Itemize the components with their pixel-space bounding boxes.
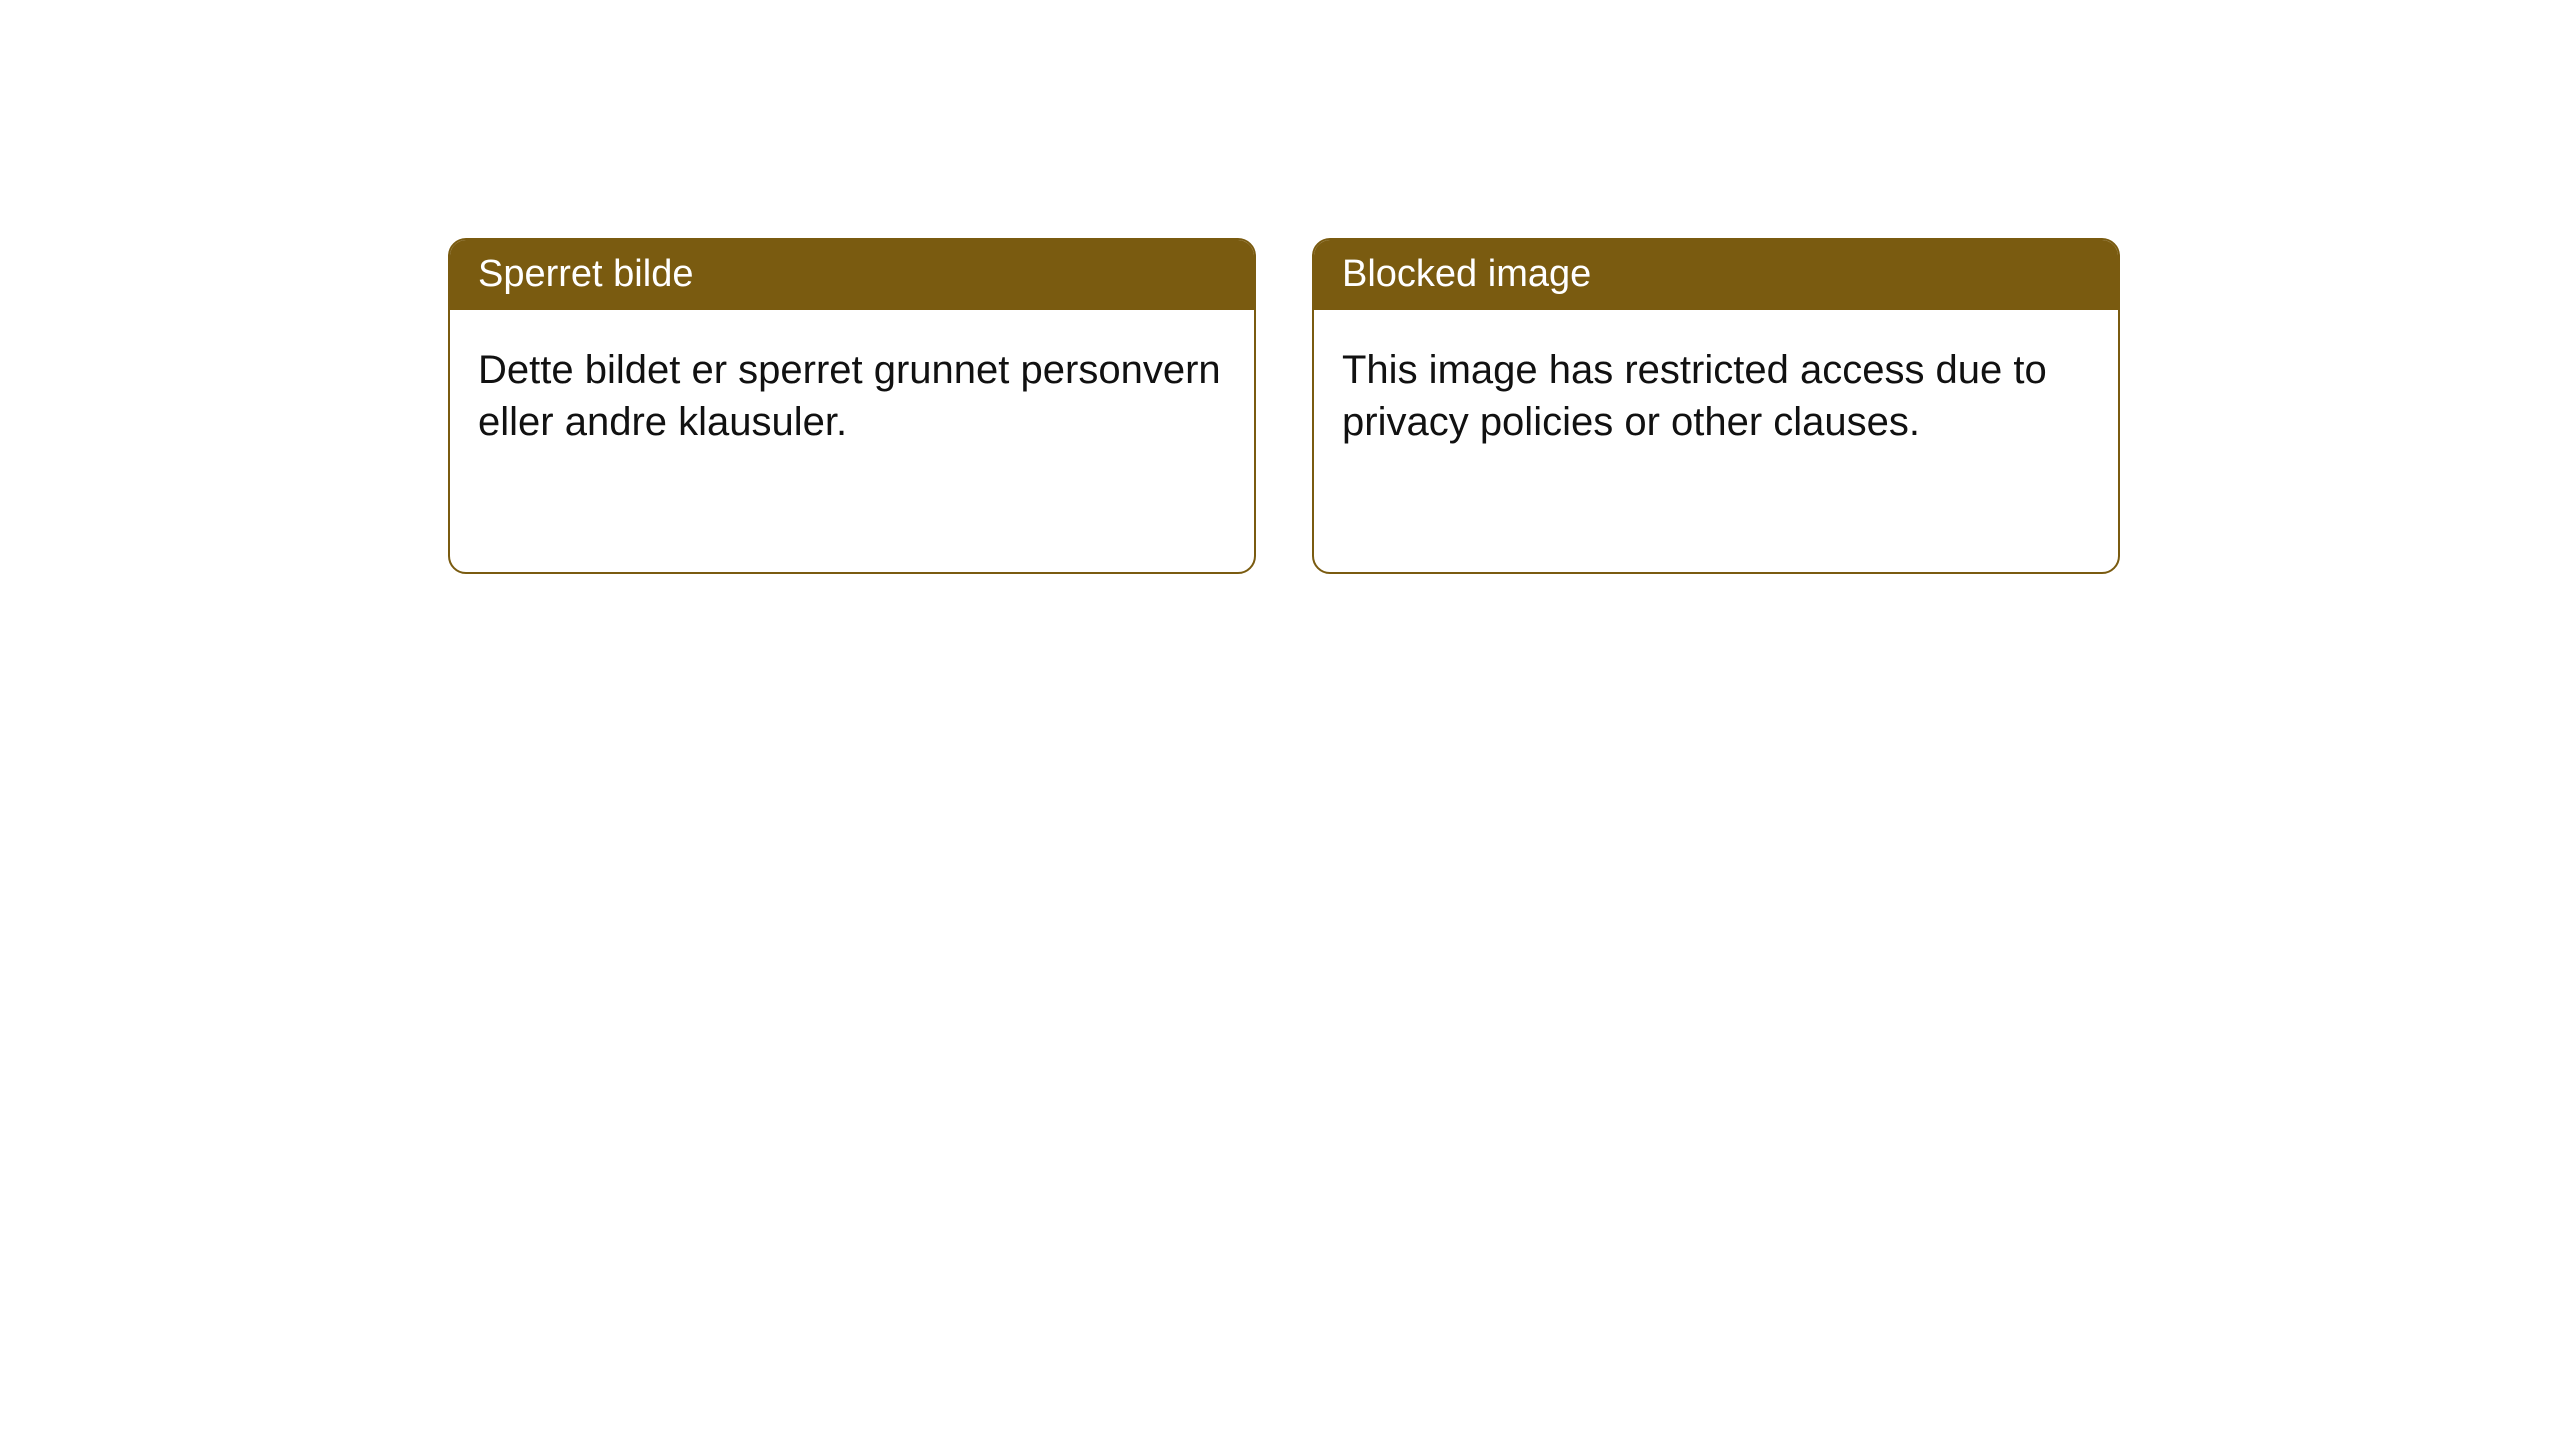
card-body: This image has restricted access due to … — [1314, 310, 2118, 482]
card-header: Sperret bilde — [450, 240, 1254, 310]
notice-card-english: Blocked image This image has restricted … — [1312, 238, 2120, 574]
card-header: Blocked image — [1314, 240, 2118, 310]
card-body-text: Dette bildet er sperret grunnet personve… — [478, 348, 1221, 444]
notice-container: Sperret bilde Dette bildet er sperret gr… — [448, 238, 2120, 574]
card-title: Blocked image — [1342, 253, 1591, 295]
card-body: Dette bildet er sperret grunnet personve… — [450, 310, 1254, 482]
card-body-text: This image has restricted access due to … — [1342, 348, 2047, 444]
notice-card-norwegian: Sperret bilde Dette bildet er sperret gr… — [448, 238, 1256, 574]
card-title: Sperret bilde — [478, 253, 693, 295]
